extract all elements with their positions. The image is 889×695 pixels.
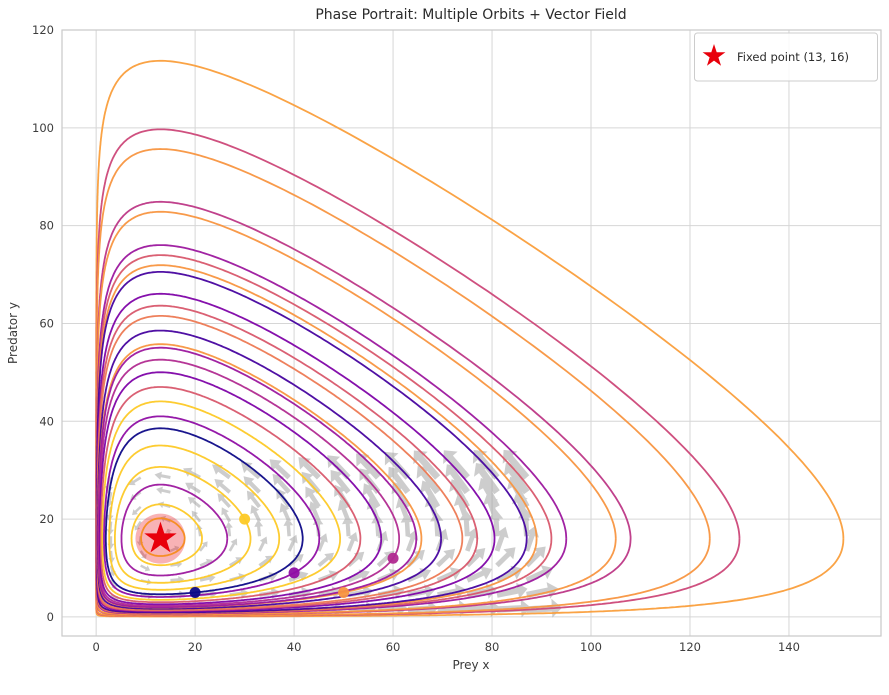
- x-tick-label: 120: [679, 640, 701, 654]
- y-tick-label: 0: [47, 610, 54, 624]
- orbit-path: [98, 371, 383, 606]
- orbits-layer: [95, 59, 845, 618]
- x-tick-label: 100: [580, 640, 602, 654]
- y-tick-label: 60: [39, 316, 54, 330]
- y-tick-label: 100: [32, 121, 54, 135]
- x-tick-label: 0: [92, 640, 99, 654]
- axes-border: [61, 29, 882, 637]
- orbit-path: [104, 427, 304, 596]
- orbit-path: [140, 517, 186, 557]
- initial-condition-dot: [189, 586, 201, 598]
- y-tick-label: 40: [39, 414, 54, 428]
- orbit-path: [108, 444, 281, 591]
- markers-layer: [135, 513, 399, 598]
- x-tick-label: 140: [778, 640, 800, 654]
- x-tick-label: 80: [485, 640, 500, 654]
- tick-labels-layer: 0 20 40 60 80 100 120 140 0 20 40 60 80 100 120: [32, 23, 800, 654]
- initial-condition-dot: [239, 513, 251, 525]
- initial-condition-dot: [387, 552, 399, 564]
- orbit-path: [99, 386, 362, 604]
- y-tick-label: 80: [39, 219, 54, 233]
- orbit-path: [120, 483, 229, 577]
- fixed-point-star-icon: [144, 521, 177, 553]
- legend-star-icon: [702, 44, 726, 66]
- y-axis-label: Predator y: [6, 302, 20, 364]
- legend-label: Fixed point (13, 16): [737, 50, 849, 64]
- x-tick-label: 60: [386, 640, 401, 654]
- chart-title: Phase Portrait: Multiple Orbits + Vector…: [315, 7, 626, 23]
- orbit-path: [114, 466, 252, 584]
- y-tick-label: 120: [32, 23, 54, 37]
- orbit-path: [130, 503, 203, 567]
- legend: Fixed point (13, 16): [694, 32, 878, 82]
- y-tick-label: 20: [39, 512, 54, 526]
- x-tick-label: 20: [188, 640, 203, 654]
- initial-condition-dot: [288, 567, 300, 579]
- vector-field-layer: [104, 449, 562, 618]
- orbit-path: [101, 400, 341, 601]
- vector-field-arrows: [104, 449, 562, 618]
- initial-condition-dot: [338, 586, 350, 598]
- legend-box: [694, 32, 878, 82]
- x-axis-label: Prey x: [452, 658, 489, 672]
- orbit-path: [98, 358, 400, 607]
- x-tick-label: 40: [287, 640, 302, 654]
